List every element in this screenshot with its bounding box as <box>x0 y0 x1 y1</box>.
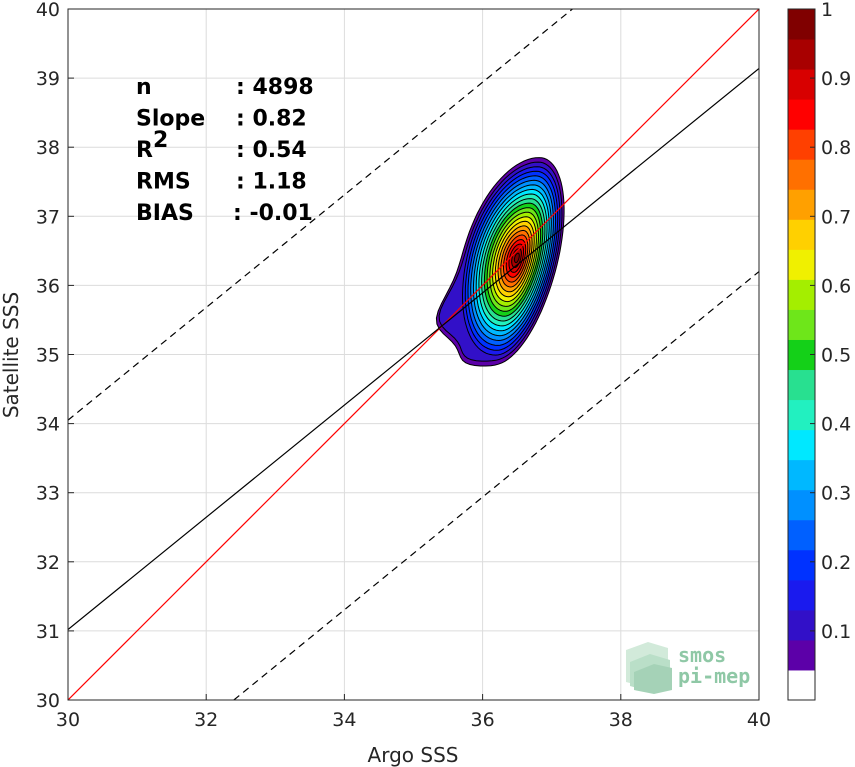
stat-label: RMS <box>136 170 191 195</box>
y-tick-label: 31 <box>36 621 60 643</box>
colorbar-swatch <box>788 429 815 461</box>
y-tick-label: 30 <box>36 690 60 712</box>
colorbar-swatch <box>788 39 815 70</box>
colorbar-swatch <box>788 489 815 521</box>
stats-box: n : 4898 Slope : 0.82 R 2 : 0.54 RMS : 1.18 BIAS:… <box>136 75 314 226</box>
stat-value: : 4898 <box>236 75 314 100</box>
colorbar-tick-label: 0.7 <box>821 206 851 228</box>
y-tick-label: 33 <box>36 483 60 505</box>
colorbar-swatch <box>788 309 815 340</box>
stat-label: R <box>136 138 153 163</box>
stat-value: : 0.82 <box>236 107 307 132</box>
colorbar-swatch <box>788 369 815 401</box>
y-tick-label: 38 <box>36 137 60 159</box>
colorbar-tick-label: 0.8 <box>821 137 851 159</box>
x-tick-label: 34 <box>332 709 356 731</box>
x-axis-title: Argo SSS <box>368 743 459 767</box>
colorbar-tick-label: 0.5 <box>821 345 851 367</box>
density-contours <box>435 157 565 367</box>
colorbar-tick-label: 0.1 <box>821 621 851 643</box>
x-tick-label: 36 <box>471 709 495 731</box>
y-axis: 30 31 32 33 34 35 36 37 38 39 40 <box>36 0 74 712</box>
stat-value: : -0.01 <box>233 201 313 226</box>
colorbar-swatch <box>788 519 815 551</box>
colorbar-tick-label: 0.9 <box>821 68 851 90</box>
stat-label: Slope <box>136 107 205 132</box>
y-tick-label: 36 <box>36 275 60 297</box>
colorbar-swatch <box>788 639 815 671</box>
x-tick-label: 38 <box>609 709 633 731</box>
stat-label-superscript: 2 <box>153 128 168 153</box>
colorbar-swatch <box>788 549 815 581</box>
stat-value: : 0.54 <box>236 138 307 163</box>
colorbar-tick-label: 0.4 <box>821 414 851 436</box>
colorbar-swatch <box>788 99 815 130</box>
stat-label: n <box>136 75 152 100</box>
x-tick-label: 32 <box>194 709 218 731</box>
colorbar-swatch <box>788 189 815 220</box>
colorbar-swatch <box>788 249 815 280</box>
x-axis: 30 32 34 36 38 40 <box>56 694 771 731</box>
logo-mark-icon <box>626 642 672 694</box>
y-tick-label: 34 <box>36 414 60 436</box>
stat-label: BIAS <box>136 201 194 226</box>
colorbar-tick-label: 0.3 <box>821 483 851 505</box>
y-tick-label: 40 <box>36 0 60 21</box>
lower-bound-line <box>233 271 759 700</box>
one-to-one-line <box>68 9 759 700</box>
colorbar-swatch <box>788 279 815 310</box>
logo-line1: smos <box>678 643 726 667</box>
y-tick-label: 37 <box>36 206 60 228</box>
colorbar-swatch <box>788 669 815 701</box>
x-tick-label: 30 <box>56 709 80 731</box>
colorbar-swatch <box>788 159 815 190</box>
colorbar-swatch <box>788 609 815 641</box>
colorbar-swatch <box>788 219 815 250</box>
colorbar: 0.1 0.2 0.3 0.4 0.5 0.6 0.7 0.8 0.9 1 <box>787 0 851 701</box>
colorbar-tick-label: 0.6 <box>821 275 851 297</box>
colorbar-tick-label: 1 <box>821 0 833 21</box>
colorbar-swatch <box>788 399 815 431</box>
y-axis-title: Satellite SSS <box>0 292 23 418</box>
colorbar-swatch <box>788 129 815 160</box>
smos-pi-mep-logo: smos pi-mep <box>626 642 750 694</box>
stat-value: : 1.18 <box>236 170 307 195</box>
y-tick-label: 35 <box>36 345 60 367</box>
colorbar-swatch <box>788 9 815 40</box>
colorbar-tick-label: 0.2 <box>821 552 851 574</box>
reference-lines <box>68 9 759 700</box>
logo-line2: pi-mep <box>678 664 750 688</box>
density-level-22 <box>513 252 520 264</box>
y-tick-label: 32 <box>36 552 60 574</box>
regression-line <box>68 67 759 630</box>
x-tick-label: 40 <box>747 709 771 731</box>
colorbar-swatch <box>788 459 815 491</box>
colorbar-swatch <box>788 579 815 611</box>
colorbar-swatch <box>788 69 815 100</box>
y-tick-label: 39 <box>36 68 60 90</box>
upper-bound-line <box>68 9 573 421</box>
grid <box>67 8 760 701</box>
